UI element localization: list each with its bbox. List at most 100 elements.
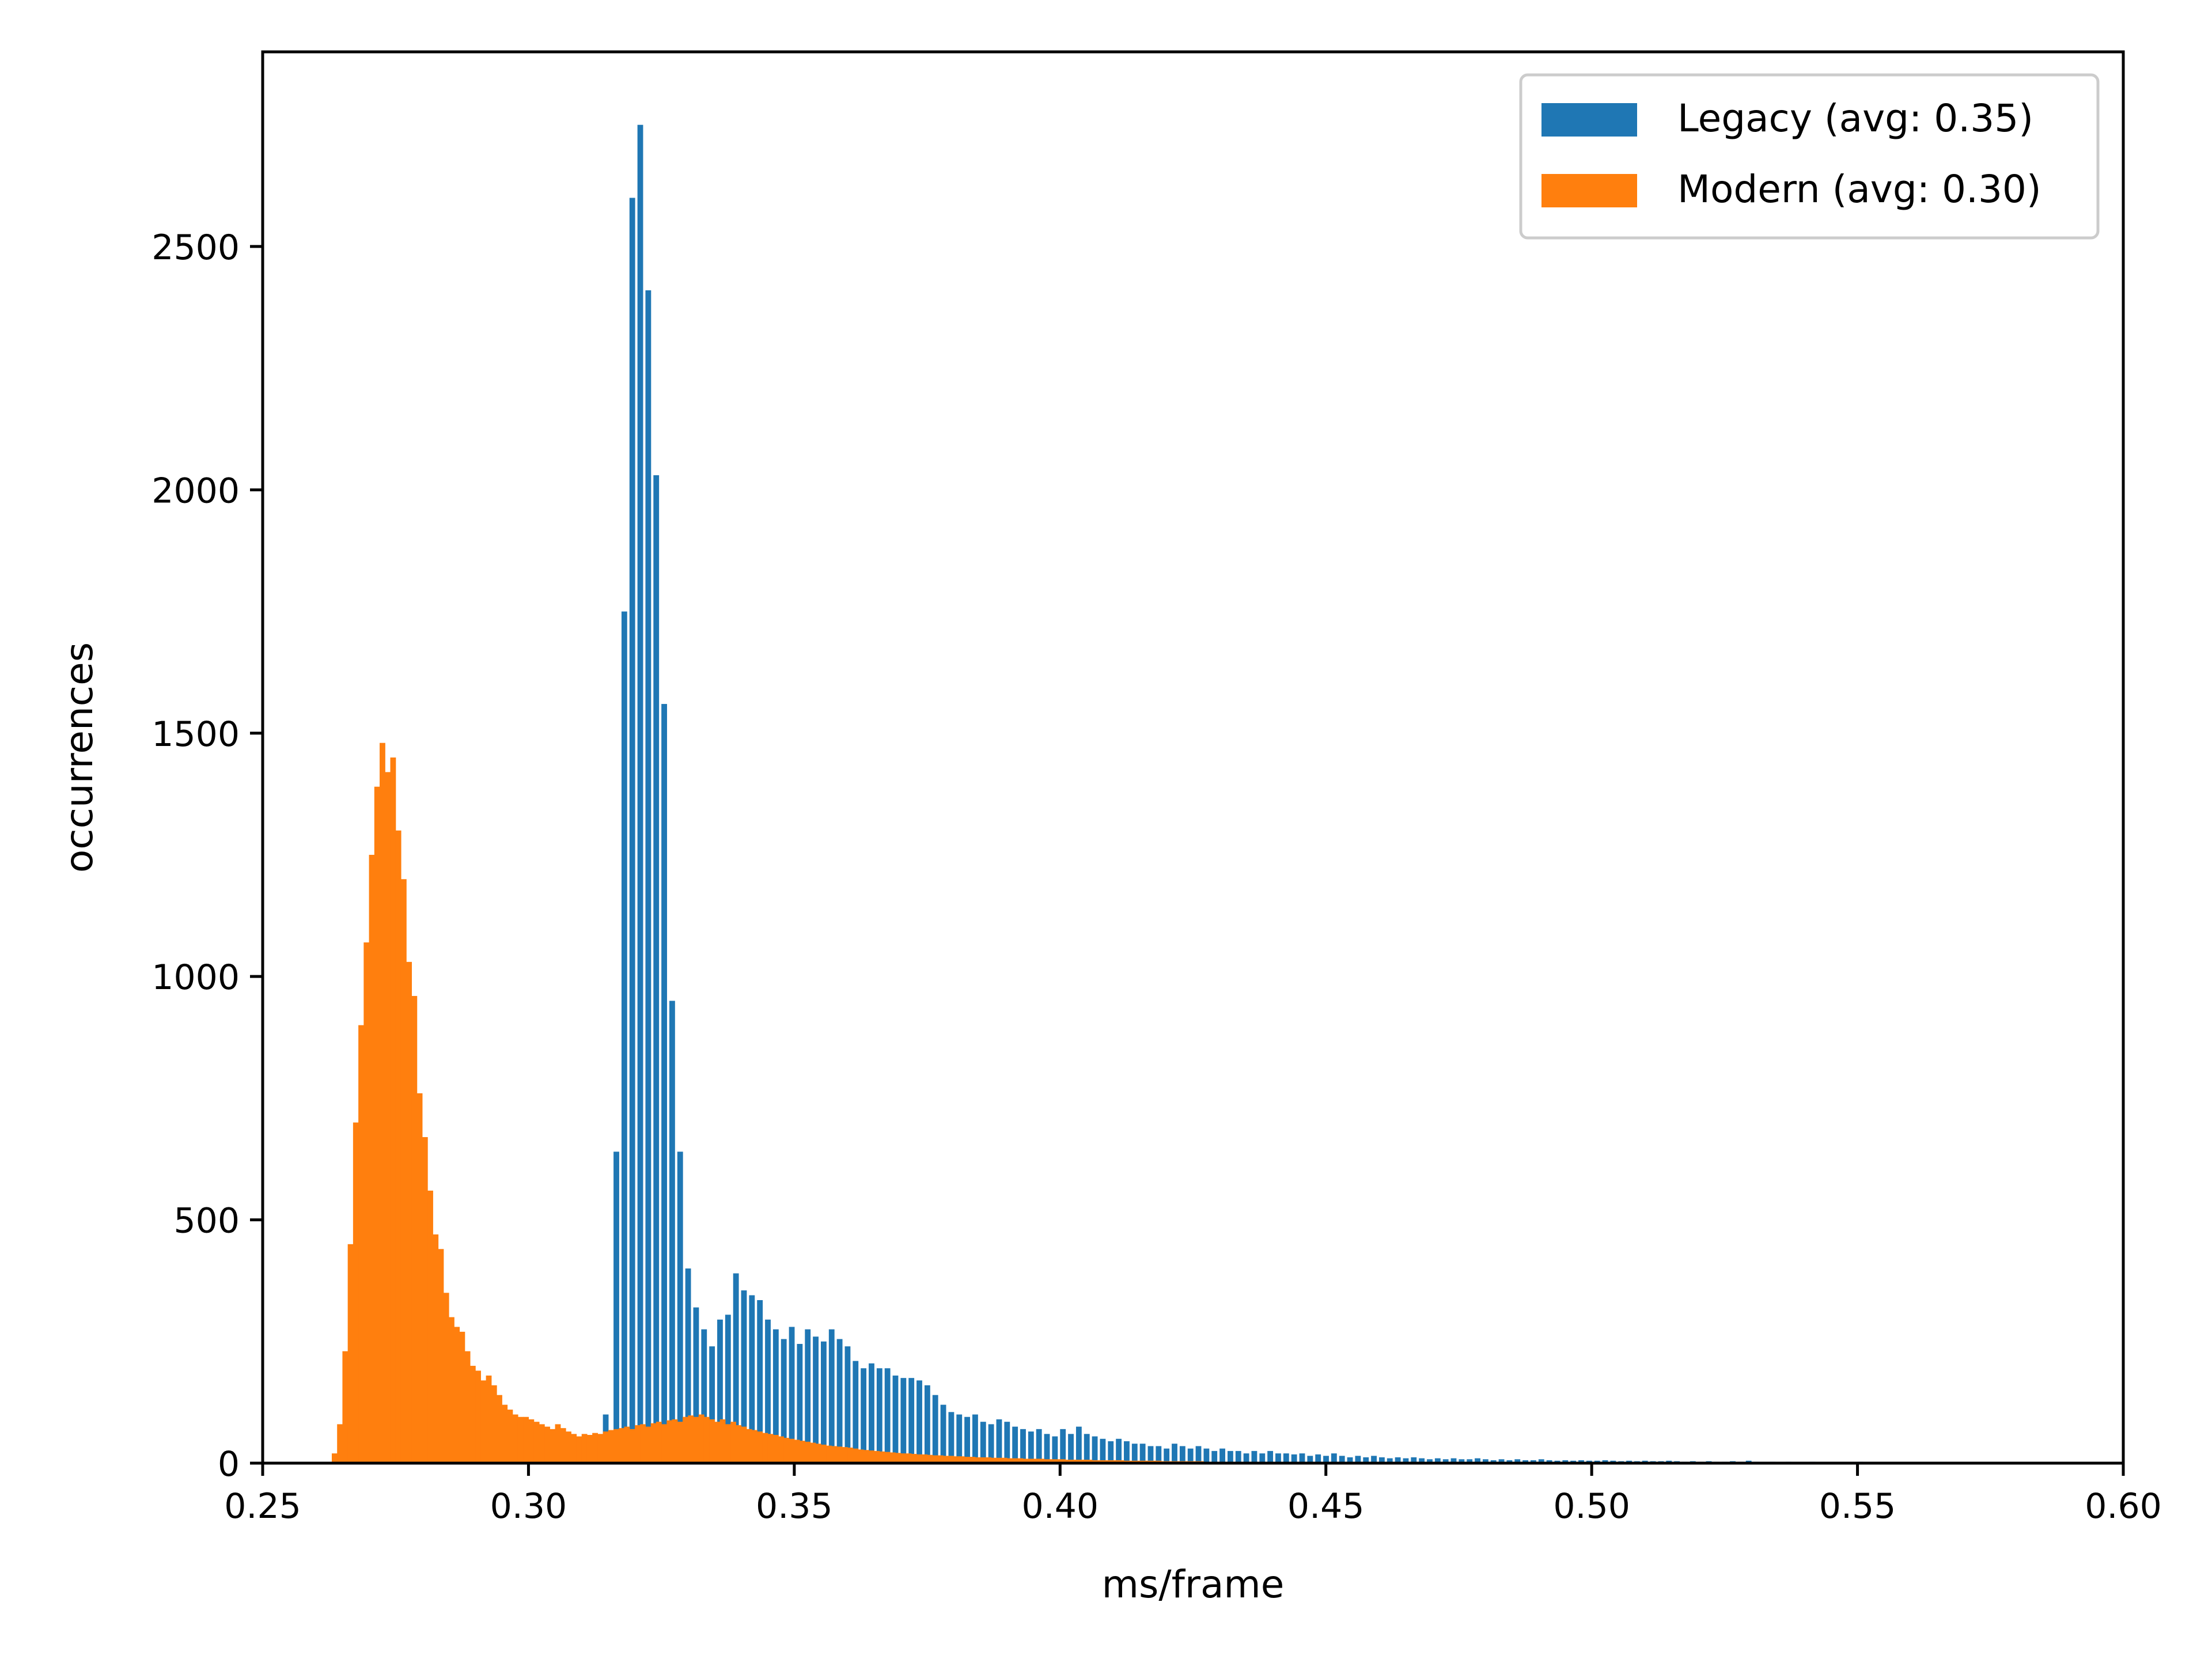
legend-swatch-modern xyxy=(1541,174,1637,207)
bar-legacy xyxy=(693,1307,699,1463)
bar-modern xyxy=(688,1415,694,1463)
bar-modern xyxy=(427,1190,433,1463)
bar-legacy xyxy=(797,1344,803,1463)
legend: Legacy (avg: 0.35) Modern (avg: 0.30) xyxy=(1519,73,2100,240)
bar-modern xyxy=(550,1429,556,1463)
bar-legacy xyxy=(1562,1460,1569,1463)
bar-legacy xyxy=(940,1404,946,1463)
bar-modern xyxy=(709,1419,715,1463)
x-tick-label: 0.25 xyxy=(224,1486,301,1527)
bar-modern xyxy=(459,1331,465,1463)
bar-legacy xyxy=(1084,1434,1090,1463)
bar-modern xyxy=(683,1416,688,1463)
bar-modern xyxy=(395,830,402,1463)
bars-layer xyxy=(331,124,2063,1464)
bar-legacy xyxy=(1100,1438,1106,1463)
x-tick-label: 0.60 xyxy=(2085,1486,2162,1527)
bar-modern xyxy=(629,1429,635,1463)
bar-modern xyxy=(714,1422,721,1463)
bar-legacy xyxy=(869,1363,874,1463)
bar-modern xyxy=(991,1457,997,1463)
bar-modern xyxy=(879,1451,885,1463)
bar-legacy xyxy=(1187,1448,1194,1463)
bar-modern xyxy=(703,1416,710,1463)
bar-modern xyxy=(863,1450,869,1463)
bar-legacy xyxy=(980,1422,986,1463)
bar-modern xyxy=(640,1424,646,1463)
bar-legacy xyxy=(884,1368,891,1463)
bar-legacy xyxy=(908,1378,915,1463)
bar-modern xyxy=(752,1430,757,1463)
bar-modern xyxy=(480,1380,487,1463)
bar-legacy xyxy=(972,1414,978,1463)
bar-modern xyxy=(592,1433,598,1463)
bar-modern xyxy=(900,1453,907,1463)
bar-legacy xyxy=(1347,1457,1353,1463)
bar-legacy xyxy=(1156,1446,1162,1463)
bar-modern xyxy=(1075,1460,1082,1463)
bar-modern xyxy=(746,1429,752,1463)
bar-modern xyxy=(911,1453,917,1463)
bar-legacy xyxy=(789,1327,795,1463)
bar-legacy xyxy=(1164,1448,1170,1463)
bar-modern xyxy=(454,1327,460,1463)
bar-legacy xyxy=(892,1375,899,1463)
bar-modern xyxy=(507,1410,513,1463)
bar-legacy xyxy=(661,704,667,1463)
bar-modern xyxy=(932,1455,938,1463)
bar-legacy xyxy=(1060,1429,1066,1463)
bar-modern xyxy=(831,1446,838,1463)
bar-modern xyxy=(576,1436,582,1463)
bar-modern xyxy=(810,1442,816,1463)
bar-legacy xyxy=(1307,1456,1313,1463)
bar-legacy xyxy=(1538,1459,1544,1463)
bar-legacy xyxy=(964,1416,970,1463)
legend-label-modern: Modern (avg: 0.30) xyxy=(1677,167,2041,211)
bar-modern xyxy=(613,1429,619,1463)
bar-legacy xyxy=(1602,1460,1608,1463)
y-axis-label: occurrences xyxy=(57,642,101,873)
bar-modern xyxy=(502,1404,508,1463)
bar-modern xyxy=(497,1395,502,1463)
bar-modern xyxy=(486,1375,492,1463)
bar-modern xyxy=(1070,1460,1077,1463)
bar-legacy xyxy=(1387,1458,1393,1463)
bar-modern xyxy=(406,961,412,1463)
bar-modern xyxy=(757,1431,763,1463)
bar-modern xyxy=(438,1249,444,1463)
bar-modern xyxy=(1097,1460,1103,1463)
bar-legacy xyxy=(821,1341,827,1463)
bar-modern xyxy=(874,1450,880,1463)
bar-legacy xyxy=(1546,1460,1552,1463)
bar-legacy xyxy=(1475,1458,1480,1463)
bar-modern xyxy=(938,1455,944,1463)
bar-modern xyxy=(337,1424,343,1463)
bar-modern xyxy=(635,1425,641,1463)
bar-legacy xyxy=(725,1315,731,1463)
bar-modern xyxy=(433,1234,439,1463)
bar-legacy xyxy=(1371,1456,1377,1463)
bar-modern xyxy=(586,1435,593,1463)
bar-legacy xyxy=(613,1152,619,1463)
bar-modern xyxy=(895,1453,902,1463)
bar-modern xyxy=(416,1093,423,1463)
bar-legacy xyxy=(765,1319,771,1463)
bar-modern xyxy=(1049,1459,1055,1463)
bar-legacy xyxy=(1531,1460,1536,1463)
bar-modern xyxy=(1001,1457,1007,1463)
x-tick-label: 0.35 xyxy=(756,1486,833,1527)
bar-modern xyxy=(1092,1460,1098,1463)
bar-modern xyxy=(772,1435,779,1463)
bar-modern xyxy=(443,1293,449,1463)
bar-modern xyxy=(959,1456,965,1463)
bar-modern xyxy=(969,1457,976,1463)
bar-legacy xyxy=(844,1346,851,1463)
bar-modern xyxy=(523,1416,529,1463)
bar-legacy xyxy=(813,1336,819,1463)
bar-modern xyxy=(422,1137,428,1463)
bar-legacy xyxy=(741,1290,747,1463)
bar-modern xyxy=(1103,1460,1108,1463)
bar-modern xyxy=(725,1424,731,1463)
bar-modern xyxy=(916,1454,922,1463)
